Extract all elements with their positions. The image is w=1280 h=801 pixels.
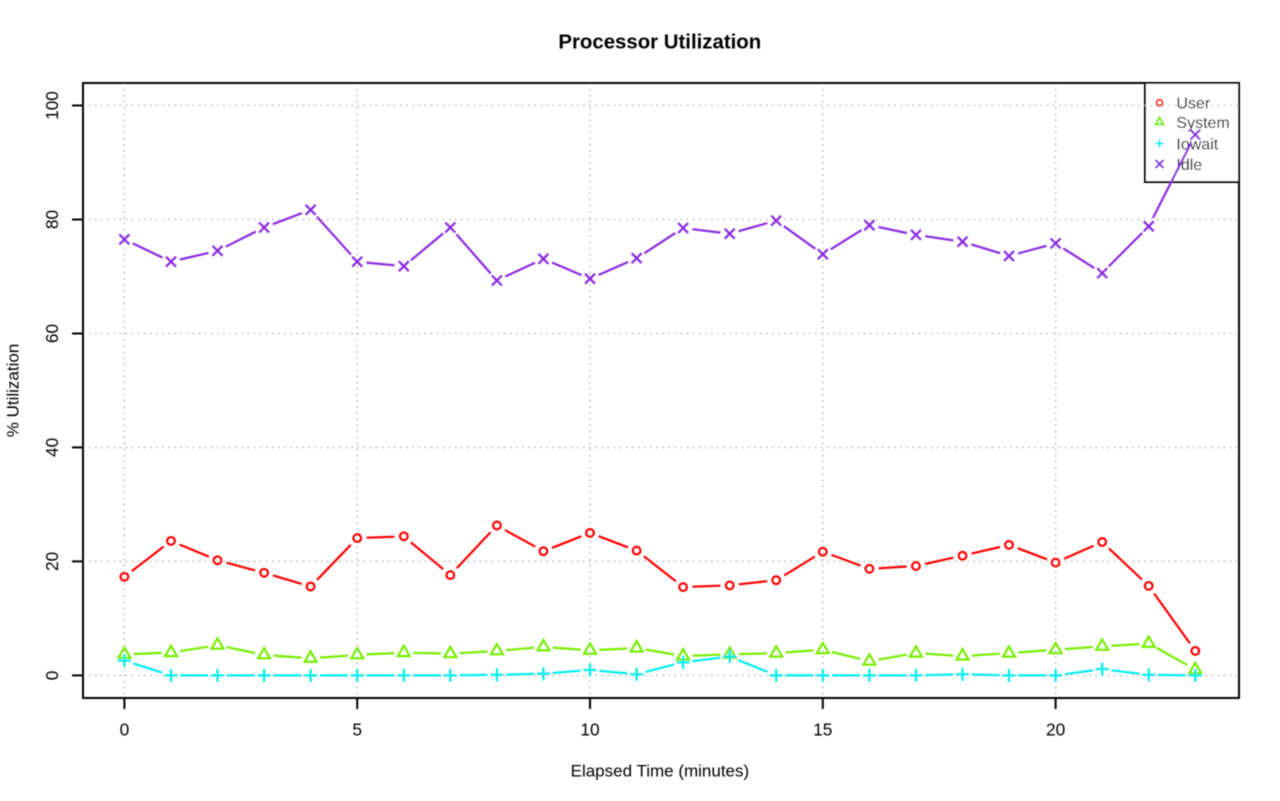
svg-text:0: 0 xyxy=(42,671,62,681)
svg-text:60: 60 xyxy=(42,324,62,343)
svg-text:System: System xyxy=(1176,115,1229,132)
svg-text:40: 40 xyxy=(42,438,62,457)
svg-text:% Utilization: % Utilization xyxy=(4,344,23,438)
svg-text:Elapsed Time (minutes): Elapsed Time (minutes) xyxy=(571,762,750,781)
svg-text:20: 20 xyxy=(1046,720,1065,740)
svg-text:20: 20 xyxy=(42,552,62,571)
svg-text:80: 80 xyxy=(42,210,62,229)
svg-text:User: User xyxy=(1176,96,1210,113)
svg-text:Iowait: Iowait xyxy=(1176,136,1218,153)
svg-text:15: 15 xyxy=(813,720,832,740)
svg-text:5: 5 xyxy=(352,720,362,740)
svg-text:Processor Utilization: Processor Utilization xyxy=(558,31,761,53)
svg-text:100: 100 xyxy=(42,91,62,120)
svg-text:10: 10 xyxy=(580,720,599,740)
svg-text:0: 0 xyxy=(120,720,130,740)
